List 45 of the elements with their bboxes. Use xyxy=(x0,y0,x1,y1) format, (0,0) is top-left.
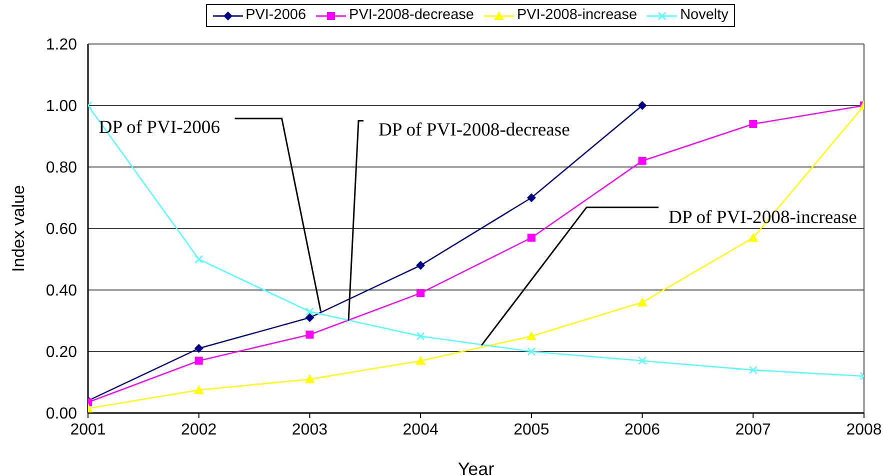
legend-label: PVI-2006 xyxy=(246,6,306,25)
x-tick-label: 2001 xyxy=(70,421,106,438)
point xyxy=(306,330,314,339)
point xyxy=(194,356,203,365)
point xyxy=(526,193,536,202)
point xyxy=(638,156,646,165)
point xyxy=(638,101,647,110)
legend-label: PVI-2008-increase xyxy=(516,6,638,25)
point xyxy=(194,344,204,353)
y-axis-title: Index value xyxy=(9,185,28,272)
y-tick-label: 0.60 xyxy=(46,221,78,238)
point xyxy=(527,347,536,356)
y-tick-label: 0.20 xyxy=(46,344,78,362)
x-tick-label: 2008 xyxy=(846,421,882,438)
annotation: DP of PVI-2008-decrease xyxy=(378,119,570,140)
y-tick-label: 1.00 xyxy=(46,98,78,116)
x-tick-label: 2003 xyxy=(292,421,328,438)
point xyxy=(416,332,425,340)
point xyxy=(305,313,314,322)
point xyxy=(416,356,426,365)
point xyxy=(194,384,204,394)
y-tick-label: 0.80 xyxy=(46,160,78,177)
point xyxy=(304,374,315,384)
point xyxy=(416,289,425,298)
point xyxy=(526,331,536,340)
point xyxy=(749,120,758,128)
x-tick-label: 2002 xyxy=(181,421,217,438)
x-tick-label: 2005 xyxy=(514,421,550,438)
point xyxy=(527,234,536,242)
y-tick-label: 0.40 xyxy=(46,282,78,300)
point xyxy=(638,356,646,365)
y-tick-label: 0.00 xyxy=(46,406,78,423)
y-tick-label: 1.20 xyxy=(46,36,78,54)
x-axis-title: Year xyxy=(458,459,494,476)
point xyxy=(416,260,426,270)
legend-label: Novelty xyxy=(680,6,728,25)
x-tick-label: 2007 xyxy=(735,421,772,438)
point xyxy=(637,297,648,306)
x-tick-label: 2004 xyxy=(402,421,438,438)
point xyxy=(748,232,758,242)
legend-label: PVI-2008-decrease xyxy=(349,6,474,25)
point xyxy=(306,307,314,316)
point xyxy=(194,255,204,264)
x-tick-label: 2006 xyxy=(624,421,660,438)
point xyxy=(748,366,758,374)
